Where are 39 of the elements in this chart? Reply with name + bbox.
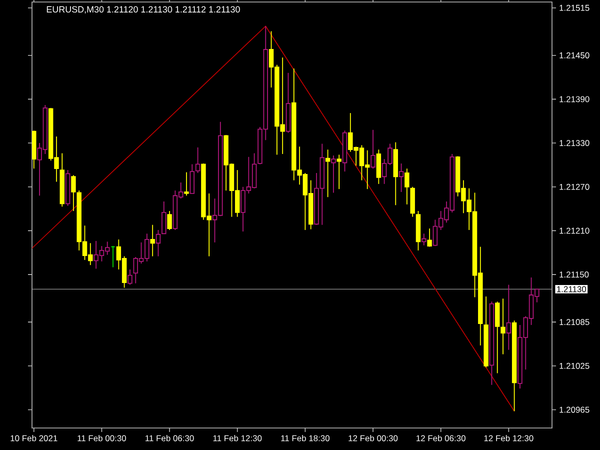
y-tick-label: 1.20965 — [560, 406, 590, 413]
candlestick — [156, 230, 161, 257]
candlestick — [184, 172, 189, 196]
y-tick-label: 1.21025 — [560, 362, 590, 369]
candlestick — [427, 228, 432, 248]
y-tick-label: 1.21390 — [560, 96, 590, 102]
candlestick — [404, 168, 410, 205]
candlestick — [506, 284, 512, 350]
candlestick — [336, 154, 342, 190]
x-tick-label: 12 Feb 12:30 — [484, 435, 534, 442]
x-tick-label: 10 Feb 2021 — [10, 435, 58, 442]
candlestick — [150, 224, 155, 257]
x-tick-label: 12 Feb 00:30 — [348, 435, 398, 442]
x-tick-label: 11 Feb 18:30 — [281, 435, 330, 442]
chart-title: EURUSD,M30 1.21120 1.21130 1.21112 1.21130 — [46, 6, 240, 14]
candlestick — [422, 233, 426, 246]
x-tick-label: 11 Feb 00:30 — [78, 435, 126, 442]
candlestick — [190, 164, 195, 194]
candlestick — [162, 201, 166, 234]
candlestick — [167, 210, 172, 230]
ref-line-label: 1.21130 — [557, 286, 586, 292]
candlestick — [128, 268, 132, 286]
candlestick — [370, 129, 376, 170]
x-tick-label: 12 Feb 06:30 — [416, 435, 466, 442]
y-tick-label: 1.21330 — [560, 140, 590, 146]
y-tick-label: 1.21210 — [560, 228, 590, 234]
x-tick-label: 11 Feb 12:30 — [213, 435, 262, 442]
candlestick — [195, 146, 200, 174]
y-tick-label: 1.21515 — [560, 4, 590, 11]
y-tick-label: 1.21450 — [560, 52, 590, 58]
candlestick — [398, 163, 404, 192]
x-tick-label: 11 Feb 06:30 — [146, 435, 194, 442]
candlestick — [325, 149, 330, 198]
candlestick — [331, 154, 336, 194]
y-tick-label: 1.21150 — [560, 272, 589, 278]
candlestick — [71, 174, 76, 212]
y-tick-label: 1.21270 — [560, 184, 590, 190]
candlestick — [376, 149, 382, 184]
y-tick-label: 1.21085 — [560, 319, 590, 326]
